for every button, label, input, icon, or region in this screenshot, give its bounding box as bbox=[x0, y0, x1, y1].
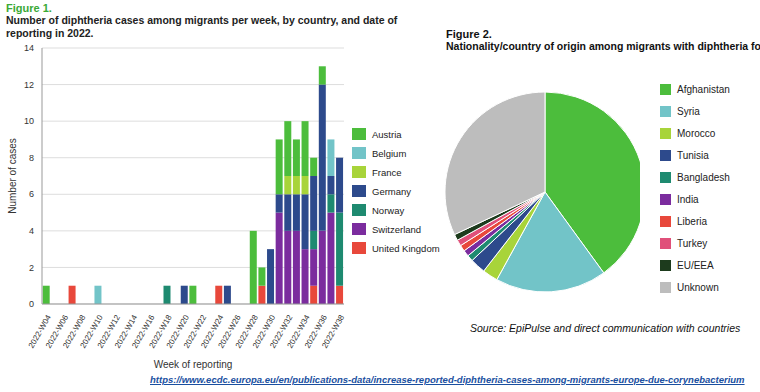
html-text:Germany: Germany bbox=[372, 185, 412, 197]
html-text:Liberia: Liberia bbox=[677, 215, 707, 227]
svg-text:2022-W24: 2022-W24 bbox=[199, 313, 226, 350]
svg-text:2022-W08: 2022-W08 bbox=[61, 313, 88, 350]
html-text:Norway: Norway bbox=[372, 204, 405, 216]
svg-text:2: 2 bbox=[29, 263, 34, 273]
svg-text:2022-W34: 2022-W34 bbox=[285, 313, 312, 350]
svg-text:2022-W32: 2022-W32 bbox=[268, 313, 295, 350]
svg-text:2022-W04: 2022-W04 bbox=[26, 313, 53, 350]
html-text:Tunisia: Tunisia bbox=[677, 149, 709, 161]
svg-text:2022-W12: 2022-W12 bbox=[95, 313, 122, 350]
html-text:Figure 2.: Figure 2. bbox=[446, 28, 492, 40]
svg-text:12: 12 bbox=[24, 80, 34, 90]
svg-text:2022-W22: 2022-W22 bbox=[182, 313, 209, 350]
html-text:Turkey: Turkey bbox=[677, 237, 708, 249]
html-text:Morocco: Morocco bbox=[677, 127, 716, 139]
svg-text:4: 4 bbox=[29, 226, 34, 236]
html-text:Switzerland: Switzerland bbox=[372, 223, 422, 235]
html-text:EU/EEA: EU/EEA bbox=[677, 259, 714, 271]
html-text:Belgium: Belgium bbox=[372, 147, 407, 159]
svg-text:14: 14 bbox=[24, 43, 34, 53]
svg-text:0: 0 bbox=[29, 299, 34, 309]
svg-text:6: 6 bbox=[29, 189, 34, 199]
svg-text:2022-W16: 2022-W16 bbox=[130, 313, 157, 350]
html-text:France: France bbox=[372, 166, 402, 178]
html-text:Afghanistan: Afghanistan bbox=[677, 83, 730, 95]
svg-text:2022-W14: 2022-W14 bbox=[113, 313, 140, 350]
svg-text:Week of reporting: Week of reporting bbox=[154, 359, 233, 370]
svg-text:2022-W20: 2022-W20 bbox=[164, 313, 191, 350]
svg-text:10: 10 bbox=[24, 116, 34, 126]
html-text:https://www.ecdc.europa.eu/en/: https://www.ecdc.europa.eu/en/publicatio… bbox=[150, 374, 745, 385]
html-text:Unknown: Unknown bbox=[677, 281, 719, 293]
svg-text:2022-W10: 2022-W10 bbox=[78, 313, 105, 350]
html-text:Austria: Austria bbox=[372, 128, 402, 140]
html-text:United Kingdom: United Kingdom bbox=[372, 242, 440, 254]
svg-text:2022-W18: 2022-W18 bbox=[147, 313, 174, 350]
html-text:Source: EpiPulse and direct co: Source: EpiPulse and direct communicatio… bbox=[470, 322, 741, 334]
svg-text:2022-W38: 2022-W38 bbox=[320, 313, 347, 350]
svg-text:8: 8 bbox=[29, 153, 34, 163]
html-text:Number of diphtheria cases amo: Number of diphtheria cases among migrant… bbox=[6, 14, 398, 39]
svg-text:Number of cases: Number of cases bbox=[8, 138, 18, 214]
svg-text:2022-W28: 2022-W28 bbox=[233, 313, 261, 350]
html-text:Bangladesh: Bangladesh bbox=[677, 171, 730, 183]
svg-text:2022-W26: 2022-W26 bbox=[216, 313, 243, 350]
html-text:Figure 1.: Figure 1. bbox=[6, 2, 52, 14]
html-text:Syria: Syria bbox=[677, 105, 700, 117]
svg-text:2022-W36: 2022-W36 bbox=[302, 313, 330, 350]
svg-text:2022-W30: 2022-W30 bbox=[251, 313, 278, 350]
html-text:India: India bbox=[677, 193, 699, 205]
svg-text:2022-W06: 2022-W06 bbox=[44, 313, 71, 350]
